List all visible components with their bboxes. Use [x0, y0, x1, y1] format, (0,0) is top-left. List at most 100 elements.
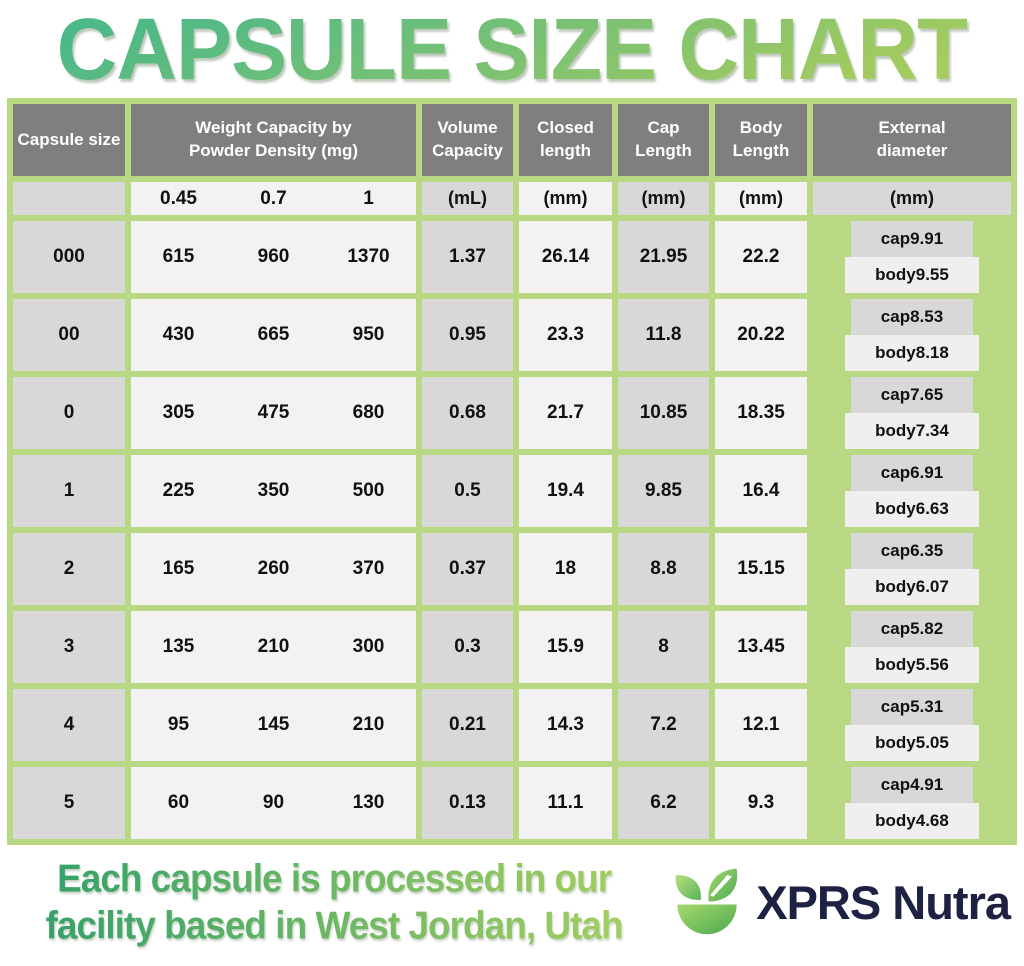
- closed-length-cell: 18: [519, 533, 612, 605]
- volume-cell: 0.95: [422, 299, 513, 371]
- weight-value: 665: [257, 324, 290, 345]
- external-body-row: body 9.55: [845, 257, 979, 293]
- weight-value: 615: [162, 246, 195, 267]
- weight-capacity-cell: 225 350 500: [131, 455, 416, 527]
- header-line: Length: [732, 141, 790, 160]
- external-diameter-cell: cap 5.82 body 5.56: [813, 611, 1011, 683]
- footer-tagline-line1: Each capsule is processed in our: [57, 857, 612, 901]
- capsule-size-cell: 0: [13, 377, 125, 449]
- cap-length-cell: 8.8: [618, 533, 709, 605]
- header-line: Cap: [647, 118, 680, 138]
- volume-cell: 0.5: [422, 455, 513, 527]
- units-body: (mm): [715, 182, 807, 215]
- weight-value: 680: [352, 402, 385, 423]
- density-value: 0.45: [160, 187, 197, 209]
- weight-value: 500: [352, 480, 385, 501]
- table-header-row: Capsule size Weight Capacity by Powder De…: [13, 104, 1011, 176]
- brand-logo: XPRS Nutra: [668, 864, 1011, 942]
- units-density: 0.45 0.7 1: [131, 182, 416, 215]
- external-body-row: body 5.56: [845, 647, 979, 683]
- body-length-cell: 16.4: [715, 455, 807, 527]
- footer-tagline-line2: facility based in West Jordan, Utah: [45, 904, 623, 948]
- header-line: Body: [739, 118, 783, 138]
- header-line: Powder Density (mg): [188, 141, 359, 160]
- ext-cap-label: cap: [880, 463, 911, 482]
- footer: Each capsule is processed in our facilit…: [0, 845, 1024, 966]
- external-body-row: body 6.07: [845, 569, 979, 605]
- ext-cap-value: 5.82: [910, 619, 944, 638]
- mortar-leaf-icon: [675, 868, 738, 934]
- volume-cell: 0.13: [422, 767, 513, 839]
- units-capsule-size-empty: [13, 182, 125, 215]
- ext-cap-label: cap: [880, 775, 911, 794]
- cap-length-cell: 8: [618, 611, 709, 683]
- ext-cap-value: 8.53: [910, 307, 944, 326]
- header-line: length: [540, 141, 591, 160]
- page-header: CAPSULE SIZE CHART: [0, 0, 1024, 98]
- closed-length-cell: 15.9: [519, 611, 612, 683]
- weight-value: 300: [352, 636, 385, 657]
- ext-cap-label: cap: [880, 619, 911, 638]
- weight-value: 210: [352, 714, 385, 735]
- col-header-body-length: Body Length: [715, 104, 807, 176]
- ext-cap-value: 5.31: [910, 697, 944, 716]
- ext-cap-value: 6.35: [910, 541, 944, 560]
- header-line: Weight Capacity by: [195, 118, 352, 138]
- header-line: Closed: [537, 118, 594, 138]
- weight-value: 950: [352, 324, 385, 345]
- body-length-cell: 9.3: [715, 767, 807, 839]
- table-row: 3 135 210 300 0.3 15.9 8 13.45 cap 5.82 b…: [13, 611, 1011, 683]
- weight-capacity-cell: 430 665 950: [131, 299, 416, 371]
- col-header-capsule-size: Capsule size: [13, 104, 125, 176]
- closed-length-cell: 14.3: [519, 689, 612, 761]
- capsule-size-cell: 2: [13, 533, 125, 605]
- table-row: 4 95 145 210 0.21 14.3 7.2 12.1 cap 5.31 …: [13, 689, 1011, 761]
- external-diameter-cell: cap 5.31 body 5.05: [813, 689, 1011, 761]
- weight-value: 370: [352, 558, 385, 579]
- footer-tagline: Each capsule is processed in our facilit…: [14, 855, 654, 950]
- header-line: Length: [635, 141, 692, 160]
- ext-body-label: body: [875, 265, 916, 284]
- col-header-closed-length: Closed length: [519, 104, 612, 176]
- table-row: 00 430 665 950 0.95 23.3 11.8 20.22 cap 8…: [13, 299, 1011, 371]
- capsule-size-cell: 000: [13, 221, 125, 293]
- weight-value: 350: [257, 480, 290, 501]
- ext-cap-label: cap: [880, 307, 911, 326]
- ext-body-label: body: [875, 421, 916, 440]
- header-line: Capacity: [432, 141, 503, 160]
- capsule-size-cell: 3: [13, 611, 125, 683]
- external-diameter-cell: cap 6.35 body 6.07: [813, 533, 1011, 605]
- weight-value: 130: [352, 792, 385, 813]
- ext-body-value: 5.05: [915, 733, 949, 752]
- col-header-external-diameter: External diameter: [813, 104, 1011, 176]
- ext-body-label: body: [875, 577, 916, 596]
- ext-body-label: body: [875, 499, 916, 518]
- external-body-row: body 6.63: [845, 491, 979, 527]
- capsule-size-cell: 5: [13, 767, 125, 839]
- ext-cap-label: cap: [880, 697, 911, 716]
- table-row: 5 60 90 130 0.13 11.1 6.2 9.3 cap 4.91 bo…: [13, 767, 1011, 839]
- ext-body-label: body: [875, 655, 916, 674]
- ext-cap-value: 9.91: [910, 229, 944, 248]
- weight-value: 210: [257, 636, 290, 657]
- ext-body-label: body: [875, 811, 916, 830]
- density-value: 0.7: [260, 187, 287, 209]
- body-length-cell: 18.35: [715, 377, 807, 449]
- weight-value: 90: [262, 792, 285, 813]
- ext-cap-label: cap: [880, 541, 911, 560]
- density-value: 1: [363, 187, 374, 209]
- ext-body-value: 6.07: [915, 577, 949, 596]
- header-line: diameter: [876, 141, 948, 160]
- units-external: (mm): [813, 182, 1011, 215]
- ext-body-value: 5.56: [915, 655, 949, 674]
- external-diameter-cell: cap 6.91 body 6.63: [813, 455, 1011, 527]
- closed-length-cell: 26.14: [519, 221, 612, 293]
- brand-name: XPRS Nutra: [756, 876, 1011, 929]
- body-length-cell: 12.1: [715, 689, 807, 761]
- external-diameter-cell: cap 4.91 body 4.68: [813, 767, 1011, 839]
- external-cap-row: cap 6.35: [850, 533, 974, 569]
- ext-cap-label: cap: [880, 229, 911, 248]
- capsule-size-cell: 00: [13, 299, 125, 371]
- volume-cell: 0.68: [422, 377, 513, 449]
- cap-length-cell: 6.2: [618, 767, 709, 839]
